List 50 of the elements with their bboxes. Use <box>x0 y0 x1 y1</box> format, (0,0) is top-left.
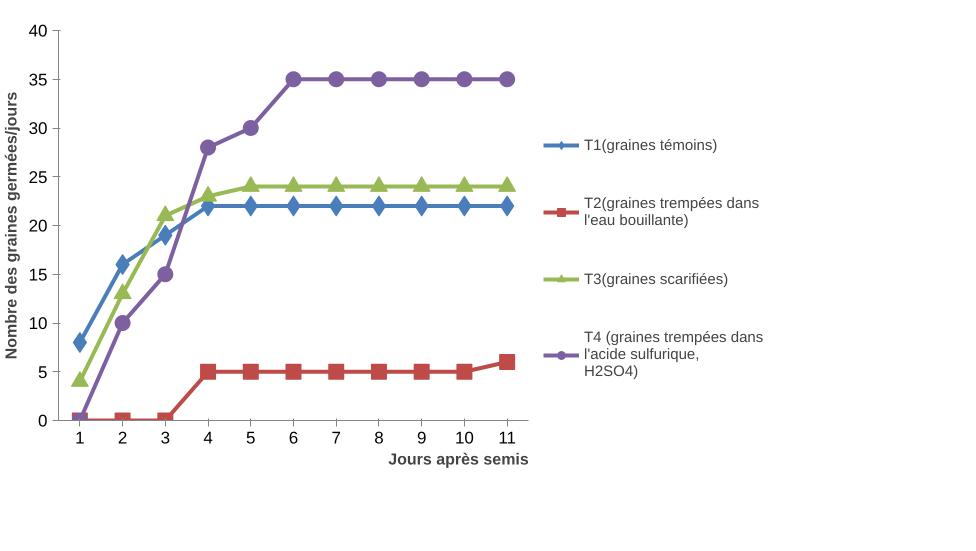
y-tick-label: 35 <box>28 70 48 90</box>
point <box>286 196 301 216</box>
x-tick-label: 4 <box>203 428 213 448</box>
point <box>414 364 430 380</box>
x-tick-label: 10 <box>454 428 474 448</box>
legend-label: T4 (graines trempées dans l'acide sulfurique, H2SO4) <box>584 329 764 380</box>
point <box>114 315 131 331</box>
y-tick-label: 0 <box>38 412 48 430</box>
y-tick-label: 5 <box>38 362 48 382</box>
point <box>242 120 259 136</box>
point <box>457 196 472 216</box>
point <box>200 140 216 156</box>
point <box>499 354 516 370</box>
point <box>370 364 387 380</box>
y-tick-label: 15 <box>28 265 48 284</box>
legend-label: T1(graines témoins) <box>584 136 718 154</box>
y-tick-label: 30 <box>28 119 48 138</box>
point <box>286 364 302 380</box>
point <box>500 196 514 216</box>
x-tick-label: 6 <box>288 428 298 448</box>
point <box>286 71 302 88</box>
point <box>328 71 344 88</box>
point <box>115 254 130 275</box>
legend-label: T3(graines scarifiées) <box>584 270 728 288</box>
x-tick-label: 2 <box>118 428 128 448</box>
x-tick-label: 3 <box>160 428 170 448</box>
y-axis-title: Nombre des graines germées/jours <box>4 92 21 360</box>
y-tick-label: 25 <box>28 168 48 187</box>
point <box>499 71 516 88</box>
point <box>372 196 386 216</box>
x-tick-label: 1 <box>75 428 85 448</box>
point <box>456 364 472 380</box>
point <box>242 364 259 380</box>
x-tick-label: 9 <box>416 428 426 448</box>
point <box>328 364 344 380</box>
y-tick-label: 10 <box>28 314 48 333</box>
point <box>370 71 387 88</box>
point <box>157 266 174 282</box>
x-axis-title: Jours après semis <box>388 452 529 468</box>
y-tick-label: 20 <box>28 216 48 236</box>
x-tick-label: 8 <box>374 428 384 448</box>
x-tick-label: 7 <box>332 428 341 448</box>
x-tick-label: 11 <box>498 428 516 448</box>
legend-label: T2(graines trempées dans l'eau bouillante) <box>584 195 760 229</box>
x-tick-label: 5 <box>246 428 256 448</box>
point <box>414 71 430 88</box>
y-tick-label: 40 <box>28 22 48 40</box>
point <box>200 364 216 380</box>
point <box>456 71 472 88</box>
point <box>72 332 88 353</box>
